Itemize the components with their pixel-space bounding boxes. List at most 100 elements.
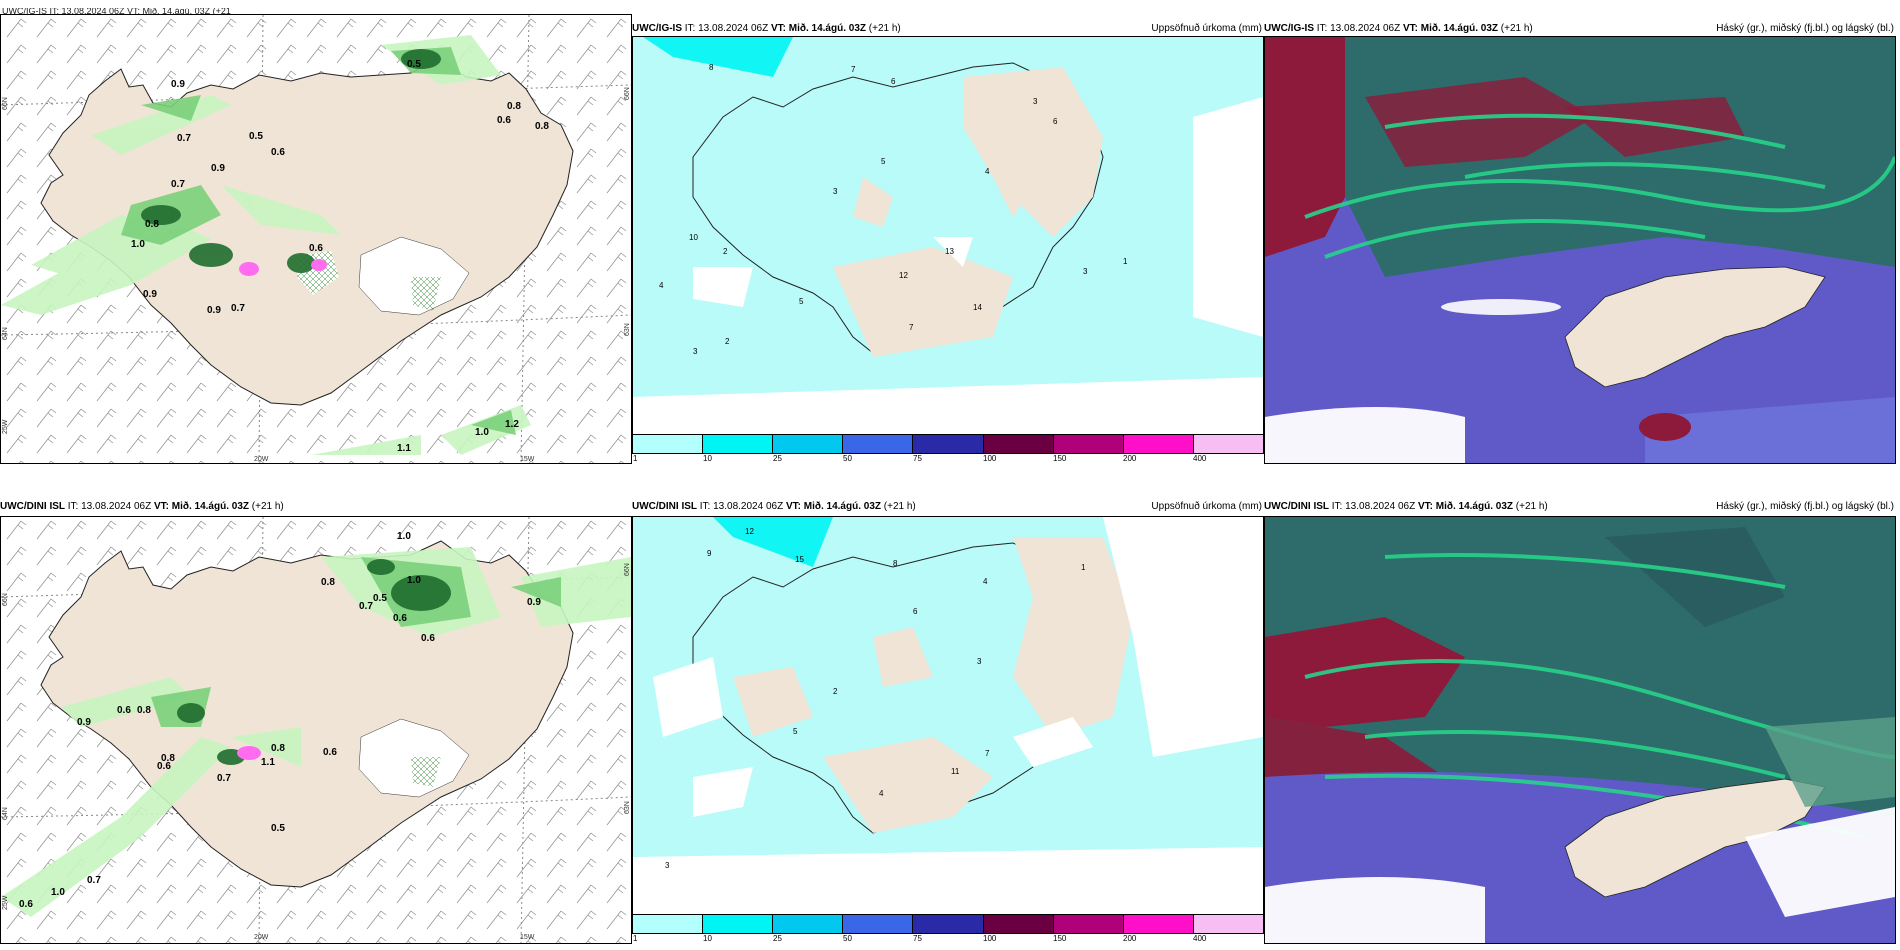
accum-number: 9 — [707, 549, 712, 558]
accum-number: 4 — [879, 789, 884, 798]
colorbar-label: 25 — [773, 934, 782, 943]
iceland-landmass — [692, 62, 1104, 354]
lat-label-64: 64N — [2, 327, 9, 340]
precip-label: 1.0 — [131, 239, 145, 250]
colorbar-label: 150 — [1053, 934, 1067, 943]
precip-label: 0.6 — [421, 633, 435, 644]
wind-precip-map[interactable]: 0.9 0.5 0.6 0.7 0.9 0.7 1.0 0.8 0.6 0.5 … — [0, 14, 632, 464]
precip-label: 1.0 — [397, 531, 411, 542]
panel-title: UWC/IG-IS IT: 13.08.2024 06Z VT: Mið. 14… — [1264, 20, 1896, 37]
model-name: UWC/DINI ISL — [0, 501, 65, 512]
colorbar-seg — [773, 915, 844, 933]
accum-number: 3 — [665, 861, 670, 870]
precip-title: Uppsöfnuð úrkoma (mm) — [1151, 23, 1262, 34]
accum-number: 10 — [689, 233, 698, 242]
accum-number: 15 — [795, 555, 804, 564]
colorbar-seg — [843, 915, 914, 933]
it-label: IT: — [1331, 501, 1343, 512]
lead-time: (+21 h) — [251, 501, 284, 512]
colorbar-seg — [703, 435, 774, 453]
lead-time: (+21 h) — [1515, 501, 1548, 512]
accum-number: 6 — [891, 77, 896, 86]
precip-label: 0.6 — [157, 761, 171, 772]
accum-number: 2 — [723, 247, 728, 256]
accum-number: 3 — [693, 347, 698, 356]
accum-number: 6 — [913, 607, 918, 616]
precip-label: 0.5 — [249, 131, 263, 142]
colorbar-label: 100 — [983, 454, 997, 463]
precip-label: 1.0 — [407, 575, 421, 586]
map-canvas — [633, 517, 1263, 915]
colorbar-label: 400 — [1193, 934, 1207, 943]
vt-label: VT: — [153, 501, 169, 512]
it-value: 13.08.2024 06Z — [81, 501, 152, 512]
accum-number: 11 — [951, 767, 960, 776]
lon-label-25: 25W — [2, 895, 9, 910]
precip-label: 0.8 — [137, 705, 151, 716]
colorbar-seg — [913, 435, 984, 453]
colorbar-label: 75 — [913, 454, 922, 463]
panel-accum-ig-is: UWC/IG-IS IT: 13.08.2024 06Z VT: Mið. 14… — [624, 0, 1264, 470]
accum-number: 7 — [985, 749, 990, 758]
lat-label-66: 66N — [2, 97, 9, 110]
colorbar-label: 150 — [1053, 454, 1067, 463]
colorbar-label: 200 — [1123, 934, 1137, 943]
precip-label: 0.6 — [117, 705, 131, 716]
title-text: UWC/IG-IS IT: 13.08.2024 06Z VT: Mið. 14… — [2, 8, 231, 16]
it-value: 13.08.2024 06Z — [698, 23, 769, 34]
precip-label: 0.7 — [217, 773, 231, 784]
colorbar-seg — [1053, 435, 1124, 453]
accum-number: 7 — [909, 323, 914, 332]
lead-time: (+21 h) — [868, 23, 901, 34]
accum-number: 1 — [1123, 257, 1128, 266]
map-canvas — [1265, 517, 1895, 943]
vt-value: Mið. 14.ágú. 03Z — [1420, 23, 1498, 34]
precip-label: 1.1 — [397, 443, 411, 454]
colorbar-seg — [1193, 915, 1263, 933]
accum-number: 3 — [1083, 267, 1088, 276]
precip-label: 0.8 — [535, 121, 549, 132]
colorbar-label: 200 — [1123, 454, 1137, 463]
accum-number: 8 — [893, 559, 898, 568]
lead-time: (+21 h) — [1500, 23, 1533, 34]
cloud-map[interactable] — [1264, 516, 1896, 944]
accum-number: 5 — [799, 297, 804, 306]
cloud-title: Háský (gr.), miðský (fj.bl.) og lágský (… — [1716, 23, 1894, 34]
accum-number: 3 — [833, 187, 838, 196]
accum-precip-map[interactable]: 12 9 8 6 4 3 2 1 15 11 5 7 4 3 — [632, 516, 1264, 916]
cloud-map[interactable] — [1264, 36, 1896, 464]
colorbar-label: 10 — [703, 454, 712, 463]
vt-value: Mið. 14.ágú. 03Z — [788, 23, 866, 34]
colorbar-seg — [983, 435, 1054, 453]
vt-label: VT: — [785, 501, 801, 512]
colorbar-label: 10 — [703, 934, 712, 943]
lat-label-66: 66N — [2, 593, 9, 606]
precip-labels-overlay: 0.9 0.5 0.6 0.7 0.9 0.7 1.0 0.8 0.6 0.5 … — [1, 15, 631, 463]
colorbar-seg — [633, 435, 704, 453]
model-name: UWC/IG-IS — [632, 23, 682, 34]
precip-label: 0.8 — [271, 743, 285, 754]
precip-label: 0.7 — [171, 179, 185, 190]
it-label: IT: — [1316, 23, 1328, 34]
accum-number: 7 — [851, 65, 856, 74]
accum-number: 3 — [1033, 97, 1038, 106]
accum-number: 2 — [833, 687, 838, 696]
precip-label: 0.6 — [271, 147, 285, 158]
precip-label: 0.9 — [171, 79, 185, 90]
map-canvas — [1265, 37, 1895, 463]
colorbar-seg — [1053, 915, 1124, 933]
lon-label-15: 15W — [520, 934, 535, 941]
vt-value: Mið. 14.ágú. 03Z — [1435, 501, 1513, 512]
accum-number: 3 — [977, 657, 982, 666]
precip-label: 0.8 — [507, 101, 521, 112]
accum-number: 5 — [793, 727, 798, 736]
lead-time: (+21 h) — [883, 501, 916, 512]
vt-label: VT: — [770, 23, 786, 34]
wind-precip-map[interactable]: 1.0 0.8 1.0 0.9 0.6 0.7 0.5 0.6 0.8 0.6 … — [0, 516, 632, 944]
vt-label: VT: — [1402, 23, 1418, 34]
it-value: 13.08.2024 06Z — [1345, 501, 1416, 512]
accum-precip-map[interactable]: 8 7 6 5 3 6 4 3 10 12 2 4 5 1 3 2 13 14 … — [632, 36, 1264, 436]
precip-labels-overlay: 1.0 0.8 1.0 0.9 0.6 0.7 0.5 0.6 0.8 0.6 … — [1, 517, 631, 943]
colorbar-seg — [983, 915, 1054, 933]
colorbar-label: 50 — [843, 934, 852, 943]
